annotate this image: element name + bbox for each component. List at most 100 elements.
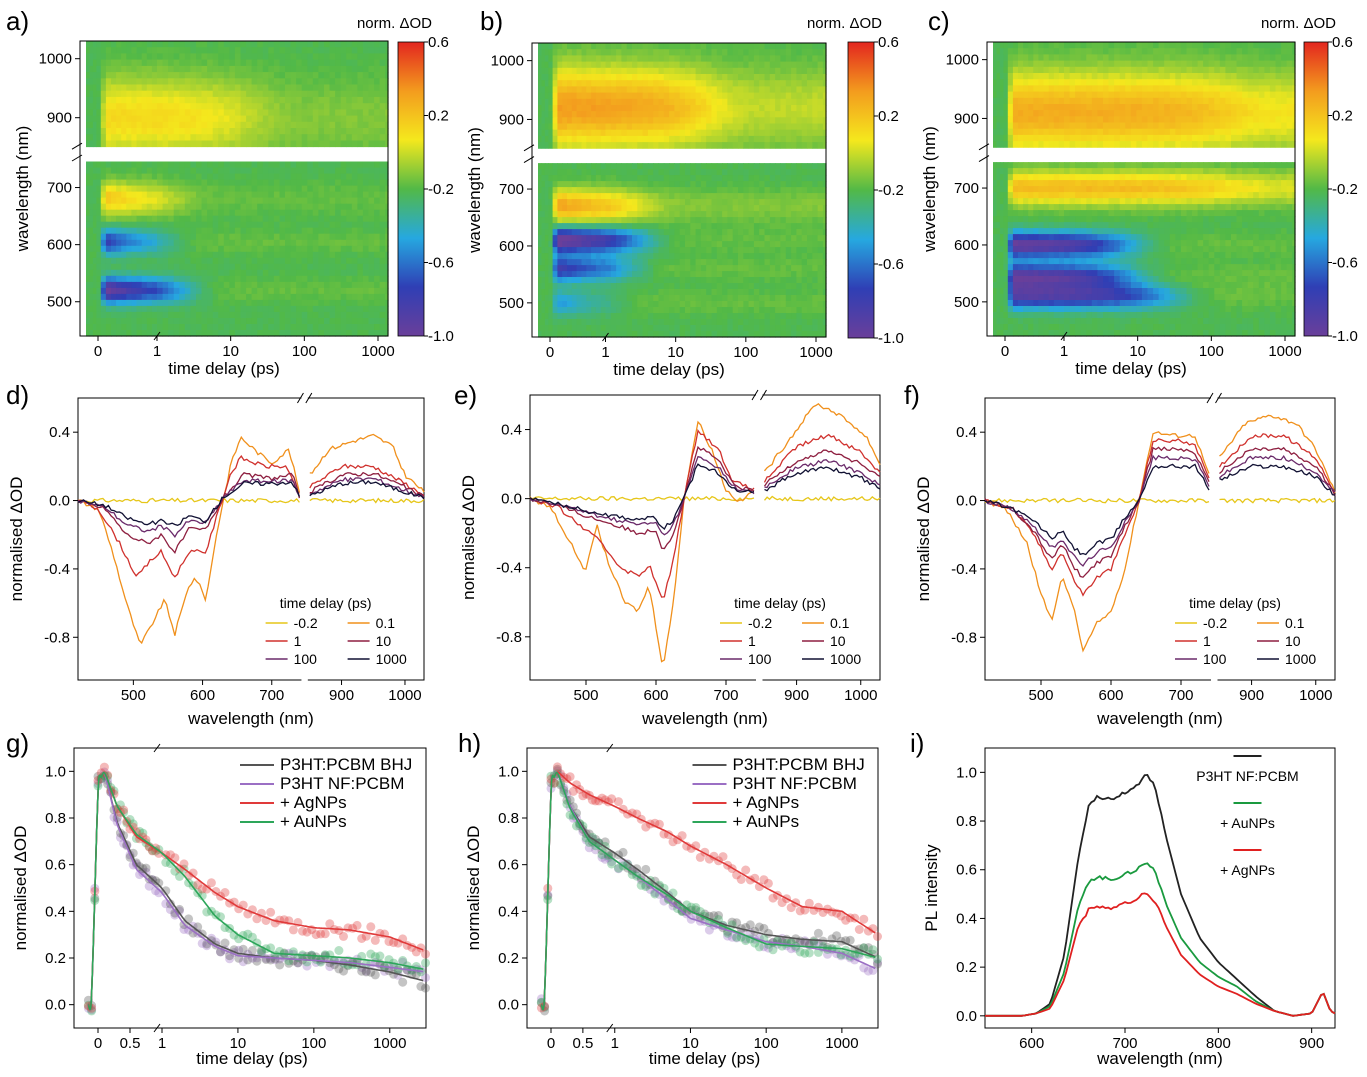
heatmap-cell [157,233,164,241]
heatmap-cell [812,187,819,194]
heatmap-cell [817,117,824,125]
heatmap-cell [748,283,755,290]
heatmap-cell [743,283,750,290]
heatmap-cell [812,98,819,106]
heatmap-cell [722,80,728,87]
heatmap-cell [201,197,208,205]
heatmap-cell [207,47,214,54]
heatmap-cell [234,203,242,211]
heatmap-cell [711,181,718,188]
heatmap-cell [279,299,286,307]
heatmap-cell [562,283,568,290]
heatmap-cell [557,265,563,272]
heatmap-cell [357,173,364,181]
heatmap-cell [96,221,102,229]
heatmap-cell [595,247,602,254]
heatmap-cell [796,187,803,194]
heatmap-cell [234,121,242,129]
heatmap-cell [642,271,649,278]
heatmap-cell [591,80,597,87]
heatmap-cell [246,221,253,229]
heatmap-cell [116,53,122,61]
heatmap-cell [262,281,269,289]
heatmap-cell [290,128,297,135]
heatmap-cell [131,324,138,331]
heatmap-cell [385,197,389,205]
heatmap-cell [368,179,375,187]
heatmap-cell [173,167,180,175]
heatmap-cell [340,167,347,175]
heatmap-cell [105,239,112,247]
heatmap-cell [240,185,247,193]
heatmap-cell [273,134,281,141]
heatmap-cell [548,271,554,278]
heatmap-cell [379,140,386,148]
heatmap-cell [131,96,138,104]
heatmap-cell [121,203,127,211]
heatmap-cell [616,277,622,284]
heatmap-cell [722,123,728,131]
heatmap-cell [126,128,132,135]
heatmap-cell [324,215,331,223]
heatmap-cell [318,293,325,301]
heatmap-cell [201,59,208,67]
heatmap-cell [212,90,219,98]
heatmap-cell [562,74,568,81]
heatmap-cell [541,169,546,176]
heatmap-cell [268,134,275,141]
heatmap-cell [368,84,375,92]
heatmap-cell [168,257,175,265]
heatmap-cell [385,227,389,235]
heatmap-cell [748,169,755,176]
heatmap-cell [362,115,370,123]
heatmap-cell [251,233,258,241]
heatmap-cell [196,65,203,73]
heatmap-cell [179,275,186,283]
heatmap-cell [190,134,197,141]
heatmap-cell [812,74,819,81]
heatmap-cell [567,55,573,63]
heatmap-cell [346,203,353,211]
heatmap-cell [173,179,180,187]
heatmap-cell [151,115,158,123]
heatmap-cell [318,245,325,253]
heatmap-cell [385,299,389,307]
heatmap-cell [591,135,597,143]
heatmap-cell [126,305,132,313]
heatmap-cell [251,109,258,117]
heatmap-cell [600,295,607,302]
heatmap-cell [679,247,686,254]
heatmap-cell [674,98,681,106]
heatmap-cell [791,187,797,194]
heatmap-cell [301,257,308,265]
heatmap-cell [552,117,558,125]
heatmap-cell [262,167,269,175]
heatmap-cell [674,253,681,260]
heatmap-cell [335,47,342,54]
heatmap-cell [318,128,325,135]
heatmap-cell [690,265,697,272]
heatmap-cell [173,41,180,48]
heatmap-cell [567,169,573,176]
heatmap-cell [212,53,219,61]
heatmap-cell [557,74,563,81]
heatmap-cell [351,209,358,217]
heatmap-cell [111,281,117,289]
heatmap-cell [218,263,225,271]
heatmap-cell [637,211,644,218]
heatmap-cell [301,245,308,253]
heatmap-cell [201,47,208,54]
heatmap-cell [141,109,148,117]
heatmap-cell [759,55,766,63]
heatmap-cell [690,283,697,290]
heatmap-cell [822,247,827,254]
heatmap-cell [89,84,94,92]
heatmap-cell [121,59,127,67]
heatmap-cell [626,181,633,188]
heatmap-cell [212,167,219,175]
heatmap-cell [116,191,122,199]
heatmap-cell [131,281,138,289]
heatmap-cell [674,205,681,212]
heatmap-cell [822,98,827,106]
heatmap-cell [262,72,269,79]
